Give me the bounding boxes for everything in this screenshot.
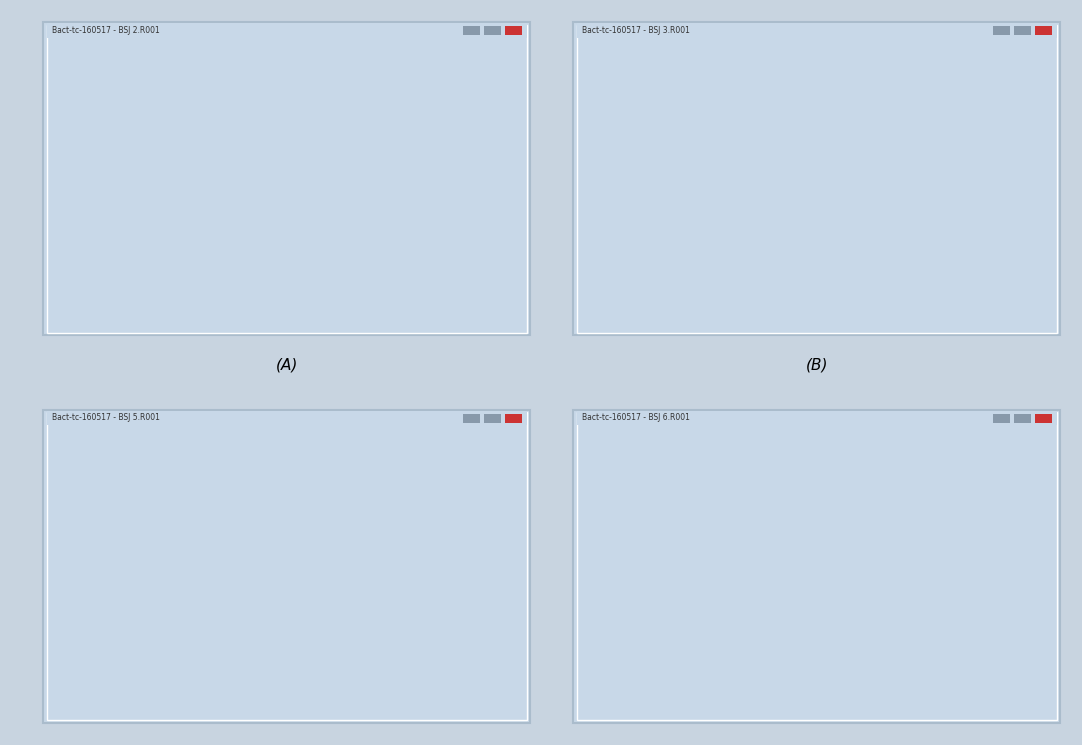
- Bar: [204, 611, 226, 616]
- Bar: [157, 611, 193, 616]
- Text: Bact-tc-160517 - BSJ 6.R001: Bact-tc-160517 - BSJ 6.R001: [582, 413, 690, 422]
- Bar: [233, 611, 291, 616]
- Y-axis label: Counts: Counts: [69, 118, 79, 157]
- Y-axis label: Counts: Counts: [69, 506, 79, 545]
- Bar: [211, 224, 226, 229]
- Bar: [697, 224, 741, 229]
- Text: Bact-tc-160517 - BSJ 2.R001: Bact-tc-160517 - BSJ 2.R001: [52, 26, 160, 35]
- X-axis label: Position (mm): Position (mm): [278, 643, 355, 653]
- Text: (B): (B): [806, 358, 828, 372]
- Bar: [695, 611, 743, 616]
- Text: (A): (A): [276, 358, 298, 372]
- Y-axis label: Counts: Counts: [599, 118, 609, 157]
- Y-axis label: Counts: Counts: [599, 506, 609, 545]
- Bar: [161, 224, 193, 229]
- X-axis label: Position (mm): Position (mm): [278, 256, 355, 266]
- Bar: [657, 611, 687, 616]
- Text: Bact-tc-160517 - BSJ 3.R001: Bact-tc-160517 - BSJ 3.R001: [582, 26, 690, 35]
- Text: Bact-tc-160517 - BSJ 5.R001: Bact-tc-160517 - BSJ 5.R001: [52, 413, 160, 422]
- X-axis label: Position (mm): Position (mm): [808, 256, 885, 266]
- Bar: [770, 224, 822, 229]
- Bar: [753, 611, 821, 616]
- Bar: [237, 224, 291, 229]
- X-axis label: Position (mm): Position (mm): [808, 643, 885, 653]
